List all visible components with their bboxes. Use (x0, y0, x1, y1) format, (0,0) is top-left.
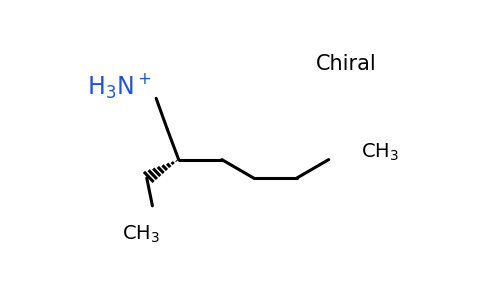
Text: Chiral: Chiral (316, 54, 377, 74)
Text: H$_3$N$^+$: H$_3$N$^+$ (87, 72, 151, 101)
Text: CH$_3$: CH$_3$ (122, 224, 160, 245)
Text: CH$_3$: CH$_3$ (361, 142, 399, 163)
